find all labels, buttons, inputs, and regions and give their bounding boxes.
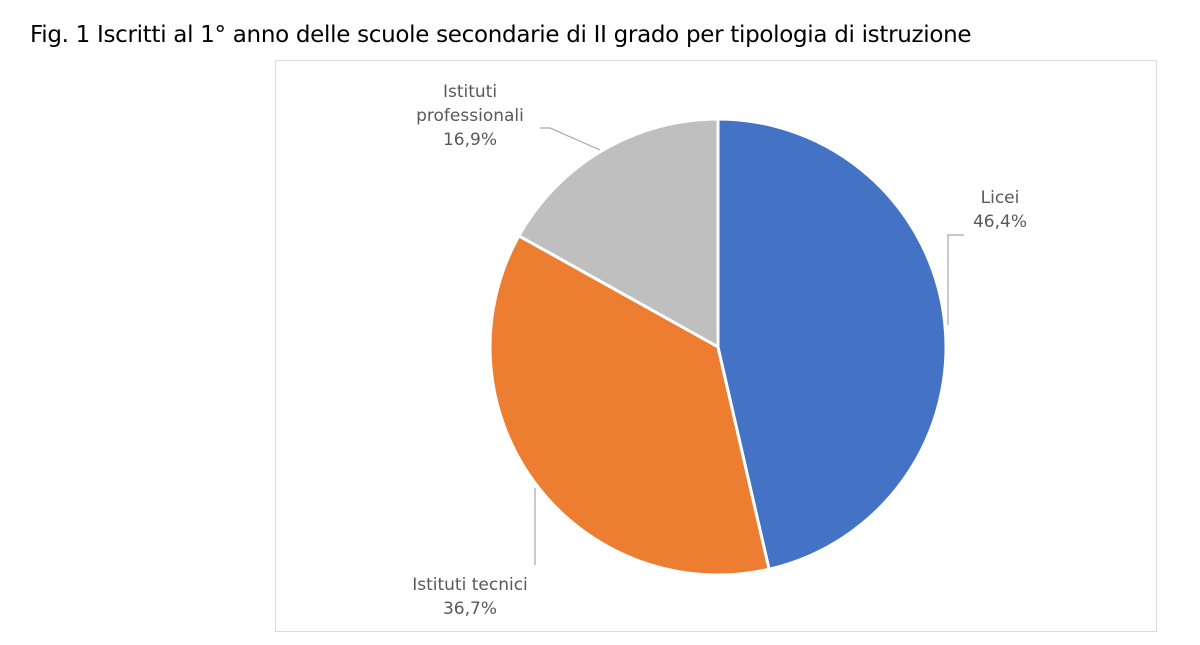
value-label: 16,9% [442, 130, 497, 150]
pie-slice [516, 117, 720, 350]
data-label: Istituti professionali 16,9% [400, 80, 540, 152]
chart-title: Fig. 1 Iscritti al 1° anno delle scuole … [30, 22, 972, 48]
pie-slice [488, 233, 771, 577]
leader-lines [534, 127, 964, 565]
value-label: 46,4% [972, 212, 1028, 232]
pie-slice [716, 117, 948, 571]
category-label: Istituti professionali [416, 82, 524, 126]
value-label: 36,7% [442, 599, 497, 619]
data-label: Istituti tecnici 36,7% [412, 573, 528, 621]
category-label: Licei [980, 188, 1020, 208]
chart-frame [275, 60, 1157, 632]
data-label: Licei 46,4% [973, 186, 1027, 234]
leader-line [947, 234, 964, 325]
category-label: Istituti tecnici [412, 575, 528, 595]
leader-line [540, 127, 601, 151]
